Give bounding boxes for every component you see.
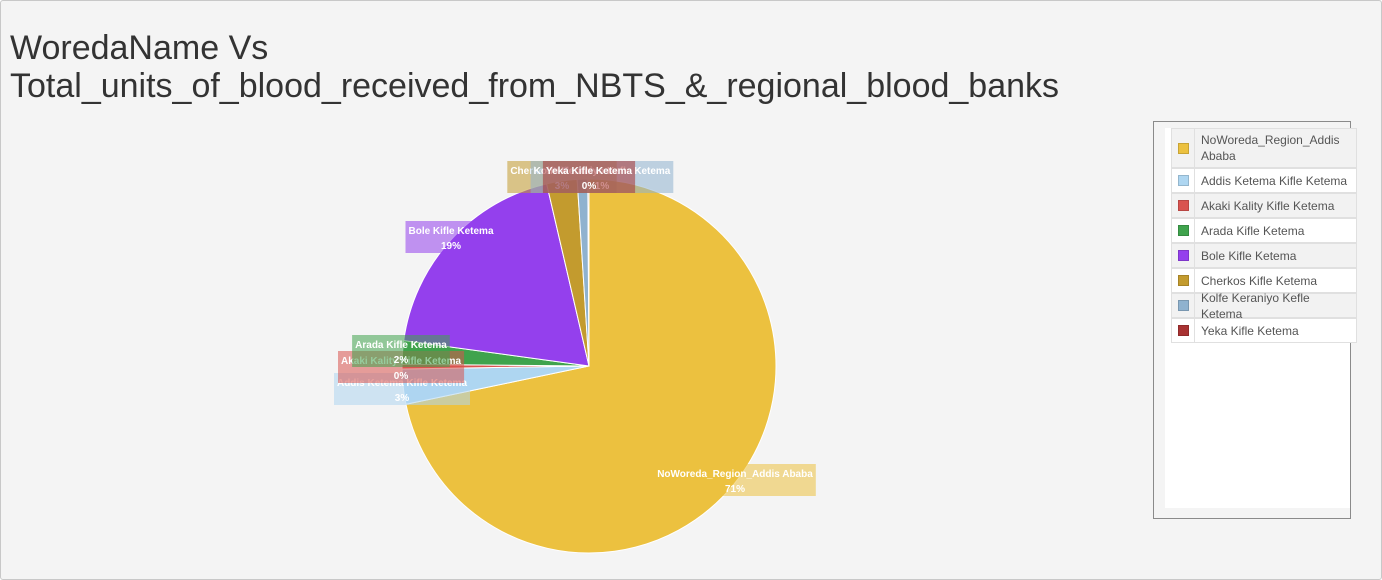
slice-label-percent: 2% [394, 355, 409, 366]
chart-title-line-1: WoredaName Vs [10, 29, 269, 67]
legend-item-akaki-kality-kifle-ketema[interactable]: Akaki Kality Kifle Ketema [1171, 193, 1357, 218]
legend-item-arada-kifle-ketema[interactable]: Arada Kifle Ketema [1171, 218, 1357, 243]
slice-label-background [352, 335, 450, 367]
legend-list: NoWoreda_Region_Addis Ababa Addis Ketema … [1165, 128, 1357, 508]
legend-swatch [1177, 225, 1189, 236]
legend-swatch [1177, 300, 1189, 311]
legend-swatch-cell [1172, 219, 1195, 242]
legend-swatch-cell [1172, 294, 1195, 317]
slice-label-yeka-kifle-ketema: Yeka Kifle Ketema 0% [542, 161, 636, 193]
legend-item-addis-ketema-kifle-ketema[interactable]: Addis Ketema Kifle Ketema [1171, 168, 1357, 193]
legend-item-yeka-kifle-ketema[interactable]: Yeka Kifle Ketema [1171, 318, 1357, 343]
legend-label: Akaki Kality Kifle Ketema [1201, 198, 1335, 213]
slice-label-percent: 3% [395, 393, 410, 404]
legend-swatch-cell [1172, 169, 1195, 192]
chart-legend: NoWoreda_Region_Addis Ababa Addis Ketema … [1153, 121, 1357, 519]
legend-swatch [1177, 325, 1189, 336]
legend-label: Cherkos Kifle Ketema [1201, 273, 1318, 288]
legend-swatch [1177, 200, 1189, 211]
legend-swatch-cell [1172, 194, 1195, 217]
legend-label: Yeka Kifle Ketema [1201, 323, 1299, 338]
slice-label-background [405, 221, 497, 253]
legend-swatch-cell [1172, 319, 1195, 342]
slice-label-percent: 0% [394, 371, 409, 382]
legend-swatch [1177, 142, 1189, 154]
slice-label-name: Addis Ketema Kifle Ketema [337, 378, 467, 389]
slice-label-bole-kifle-ketema: Bole Kifle Ketema 19% [405, 221, 497, 253]
legend-label: Kolfe Keraniyo Kefle Ketema [1201, 290, 1310, 321]
slice-label-percent: 19% [441, 241, 461, 252]
slice-label-noworeda-region-addis-ababa: NoWoreda_Region_Addis Ababa 71% [654, 464, 816, 496]
legend-label: Addis Ketema Kifle Ketema [1201, 173, 1348, 188]
chart-title: WoredaName Vs Total_units_of_blood_recei… [10, 29, 1059, 105]
slice-label-name: Yeka Kifle Ketema [546, 166, 633, 177]
slice-label-background [542, 161, 636, 193]
legend-swatch [1177, 175, 1189, 186]
legend-item-cherkos-kifle-ketema[interactable]: Cherkos Kifle Ketema [1171, 268, 1357, 293]
slice-label-percent: 0% [582, 181, 597, 192]
legend-label: Bole Kifle Ketema [1201, 248, 1297, 263]
legend-swatch [1177, 250, 1189, 261]
legend-item-bole-kifle-ketema[interactable]: Bole Kifle Ketema [1171, 243, 1357, 268]
slice-label-arada-kifle-ketema: Arada Kifle Ketema 2% [352, 335, 450, 367]
slice-label-name: Bole Kifle Ketema [408, 226, 493, 237]
chart-title-line-2: Total_units_of_blood_received_from_NBTS_… [10, 67, 1060, 105]
slice-label-name: Arada Kifle Ketema [355, 340, 447, 351]
legend-swatch-cell [1172, 244, 1195, 267]
legend-item-kolfe-keraniyo-kefle-ketema[interactable]: Kolfe Keraniyo Kefle Ketema [1171, 291, 1357, 321]
legend-swatch-cell [1172, 269, 1195, 292]
legend-label: NoWoreda_Region_Addis Ababa [1201, 133, 1340, 163]
legend-swatch [1177, 275, 1189, 286]
slice-label-background [654, 464, 816, 496]
legend-label: Arada Kifle Ketema [1201, 223, 1305, 238]
slice-label-name: NoWoreda_Region_Addis Ababa [657, 469, 813, 480]
legend-item-noworeda-region-addis-ababa[interactable]: NoWoreda_Region_Addis Ababa [1171, 128, 1357, 168]
legend-swatch-cell [1172, 129, 1195, 167]
slice-label-percent: 71% [725, 484, 745, 495]
